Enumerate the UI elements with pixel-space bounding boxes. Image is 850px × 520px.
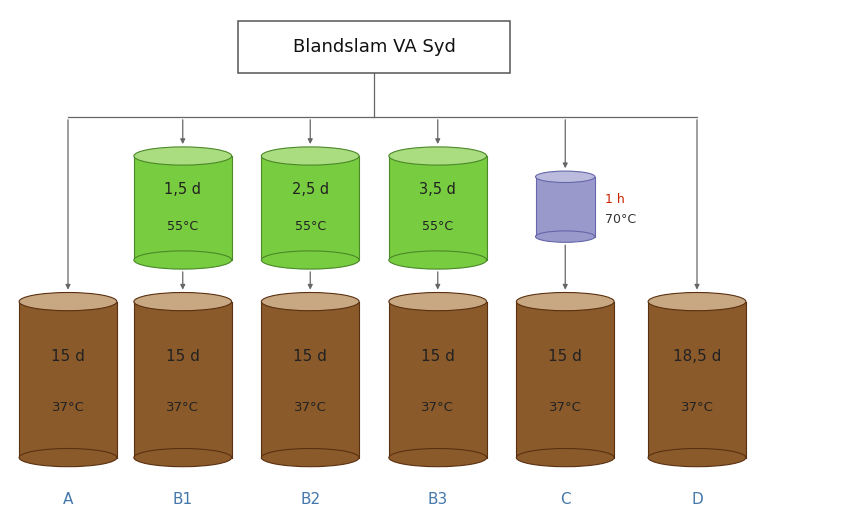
Ellipse shape: [262, 147, 359, 165]
Bar: [19, 302, 117, 458]
Text: 15 d: 15 d: [548, 349, 582, 363]
Text: C: C: [560, 492, 570, 506]
Text: 15 d: 15 d: [421, 349, 455, 363]
Text: B3: B3: [428, 492, 448, 506]
Text: 3,5 d: 3,5 d: [419, 182, 456, 197]
Bar: [133, 156, 231, 260]
Text: 37°C: 37°C: [422, 401, 454, 414]
Ellipse shape: [536, 231, 595, 242]
Ellipse shape: [133, 147, 231, 165]
Text: 37°C: 37°C: [294, 401, 326, 414]
Text: A: A: [63, 492, 73, 506]
Bar: [648, 302, 746, 458]
FancyBboxPatch shape: [238, 21, 510, 73]
Text: 70°C: 70°C: [605, 213, 637, 226]
Ellipse shape: [516, 292, 614, 310]
Text: 55°C: 55°C: [295, 220, 326, 233]
Text: 1 h: 1 h: [605, 193, 625, 206]
Text: 15 d: 15 d: [166, 349, 200, 363]
Ellipse shape: [516, 448, 614, 467]
Ellipse shape: [19, 448, 116, 467]
Ellipse shape: [388, 147, 486, 165]
Text: 37°C: 37°C: [52, 401, 84, 414]
Bar: [133, 302, 231, 458]
Text: 18,5 d: 18,5 d: [673, 349, 721, 363]
Bar: [516, 302, 614, 458]
Text: D: D: [691, 492, 703, 506]
Text: 55°C: 55°C: [422, 220, 453, 233]
Text: 37°C: 37°C: [167, 401, 199, 414]
Ellipse shape: [388, 292, 486, 310]
Text: 55°C: 55°C: [167, 220, 198, 233]
Ellipse shape: [536, 171, 595, 183]
Text: 37°C: 37°C: [681, 401, 713, 414]
Text: Blandslam VA Syd: Blandslam VA Syd: [292, 38, 456, 56]
Text: B2: B2: [300, 492, 320, 506]
Bar: [388, 156, 486, 260]
Ellipse shape: [133, 292, 231, 310]
Text: 15 d: 15 d: [51, 349, 85, 363]
Text: 1,5 d: 1,5 d: [164, 182, 201, 197]
Ellipse shape: [648, 292, 746, 310]
Ellipse shape: [262, 251, 359, 269]
Text: 37°C: 37°C: [549, 401, 581, 414]
Ellipse shape: [262, 292, 359, 310]
Ellipse shape: [648, 448, 746, 467]
Bar: [262, 302, 359, 458]
Bar: [388, 302, 486, 458]
Ellipse shape: [262, 448, 359, 467]
Ellipse shape: [19, 292, 116, 310]
Text: 15 d: 15 d: [293, 349, 327, 363]
Ellipse shape: [133, 448, 231, 467]
Bar: [536, 177, 595, 237]
Text: 2,5 d: 2,5 d: [292, 182, 329, 197]
Ellipse shape: [388, 448, 486, 467]
Text: B1: B1: [173, 492, 193, 506]
Ellipse shape: [388, 251, 486, 269]
Ellipse shape: [133, 251, 231, 269]
Bar: [262, 156, 359, 260]
